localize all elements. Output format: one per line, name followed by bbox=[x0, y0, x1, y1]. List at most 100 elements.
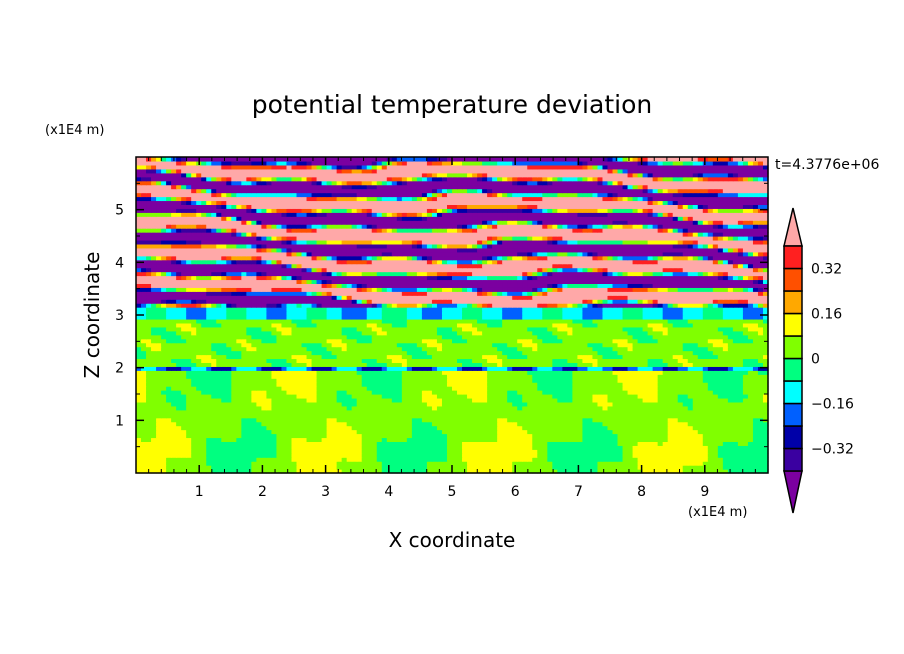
contour-cell bbox=[567, 342, 573, 348]
contour-cell bbox=[582, 322, 589, 328]
contour-cell bbox=[472, 322, 478, 328]
contour-cell bbox=[587, 390, 594, 395]
contour-cell bbox=[667, 350, 674, 356]
contour-cell bbox=[216, 397, 222, 403]
contour-cell bbox=[411, 374, 418, 379]
contour-cell bbox=[321, 449, 328, 454]
contour-cell bbox=[512, 366, 518, 371]
contour-cell bbox=[667, 330, 674, 336]
contour-cell bbox=[371, 370, 378, 375]
contour-cell bbox=[667, 382, 674, 387]
contour-cell bbox=[657, 338, 664, 344]
contour-cell bbox=[326, 330, 333, 336]
contour-cell bbox=[141, 378, 147, 383]
contour-cell bbox=[642, 362, 649, 367]
contour-cell bbox=[436, 318, 443, 324]
contour-cell bbox=[421, 413, 428, 419]
contour-cell bbox=[321, 382, 328, 387]
contour-cell bbox=[762, 397, 769, 403]
contour-cell bbox=[467, 334, 473, 340]
contour-cell bbox=[607, 370, 614, 375]
contour-cell bbox=[462, 318, 468, 324]
contour-cell bbox=[356, 374, 363, 379]
contour-cell bbox=[321, 469, 328, 474]
contour-cell bbox=[421, 378, 428, 383]
contour-cell bbox=[502, 315, 508, 320]
contour-cell bbox=[592, 405, 599, 411]
contour-cell bbox=[552, 461, 558, 466]
contour-cell bbox=[281, 421, 288, 427]
contour-cell bbox=[492, 445, 498, 450]
contour-cell bbox=[261, 382, 268, 387]
contour-cell bbox=[747, 366, 754, 371]
contour-cell bbox=[246, 449, 252, 454]
contour-cell bbox=[406, 354, 413, 360]
contour-cell bbox=[542, 342, 548, 348]
contour-cell bbox=[682, 346, 689, 352]
contour-cell bbox=[181, 437, 187, 442]
contour-cell bbox=[356, 318, 363, 324]
contour-cell bbox=[717, 449, 724, 454]
contour-cell bbox=[707, 334, 714, 340]
contour-cell bbox=[401, 425, 408, 431]
contour-cell bbox=[717, 322, 724, 328]
contour-cell bbox=[396, 322, 403, 328]
contour-cell bbox=[712, 437, 719, 442]
contour-cell bbox=[226, 342, 232, 348]
contour-cell bbox=[416, 429, 423, 435]
contour-cell bbox=[361, 421, 368, 427]
contour-cell bbox=[136, 433, 142, 439]
contour-cell bbox=[156, 413, 162, 419]
contour-cell bbox=[567, 413, 573, 419]
contour-cell bbox=[707, 338, 714, 344]
contour-cell bbox=[457, 437, 463, 442]
contour-cell bbox=[221, 330, 227, 336]
contour-cell bbox=[567, 346, 573, 352]
contour-cell bbox=[757, 394, 764, 399]
contour-cell bbox=[141, 413, 147, 419]
contour-cell bbox=[492, 318, 498, 324]
contour-cell bbox=[562, 338, 568, 344]
contour-cell bbox=[642, 330, 649, 336]
contour-cell bbox=[371, 318, 378, 324]
contour-cell bbox=[652, 378, 659, 383]
contour-cell bbox=[677, 330, 684, 336]
contour-cell bbox=[356, 425, 363, 431]
contour-cell bbox=[281, 354, 288, 360]
contour-cell bbox=[712, 370, 719, 375]
contour-cell bbox=[727, 405, 734, 411]
contour-cell bbox=[762, 413, 769, 419]
contour-cell bbox=[421, 394, 428, 399]
contour-cell bbox=[366, 437, 373, 442]
contour-cell bbox=[296, 453, 303, 458]
contour-cell bbox=[201, 445, 207, 450]
contour-cell bbox=[497, 417, 503, 423]
contour-cell bbox=[652, 401, 659, 407]
contour-cell bbox=[236, 413, 242, 419]
contour-cell bbox=[366, 469, 373, 474]
contour-cell bbox=[572, 330, 578, 336]
contour-cell bbox=[261, 322, 268, 328]
contour-cell bbox=[672, 338, 679, 344]
contour-cell bbox=[542, 370, 548, 375]
contour-cell bbox=[687, 409, 694, 415]
contour-cell bbox=[637, 445, 644, 450]
contour-cell bbox=[326, 366, 333, 371]
contour-cell bbox=[386, 441, 393, 446]
contour-cell bbox=[411, 457, 418, 462]
contour-cell bbox=[366, 366, 373, 371]
contour-cell bbox=[697, 334, 704, 340]
contour-cell bbox=[396, 461, 403, 466]
contour-cell bbox=[321, 318, 328, 324]
contour-cell bbox=[722, 429, 729, 435]
contour-cell bbox=[462, 433, 468, 439]
contour-cell bbox=[306, 437, 313, 442]
contour-cell bbox=[597, 457, 604, 462]
contour-cell bbox=[517, 370, 523, 375]
contour-cell bbox=[191, 437, 197, 442]
contour-cell bbox=[416, 315, 423, 320]
contour-cell bbox=[271, 342, 278, 348]
contour-cell bbox=[657, 461, 664, 466]
contour-cell bbox=[166, 386, 172, 391]
contour-cell bbox=[617, 449, 624, 454]
